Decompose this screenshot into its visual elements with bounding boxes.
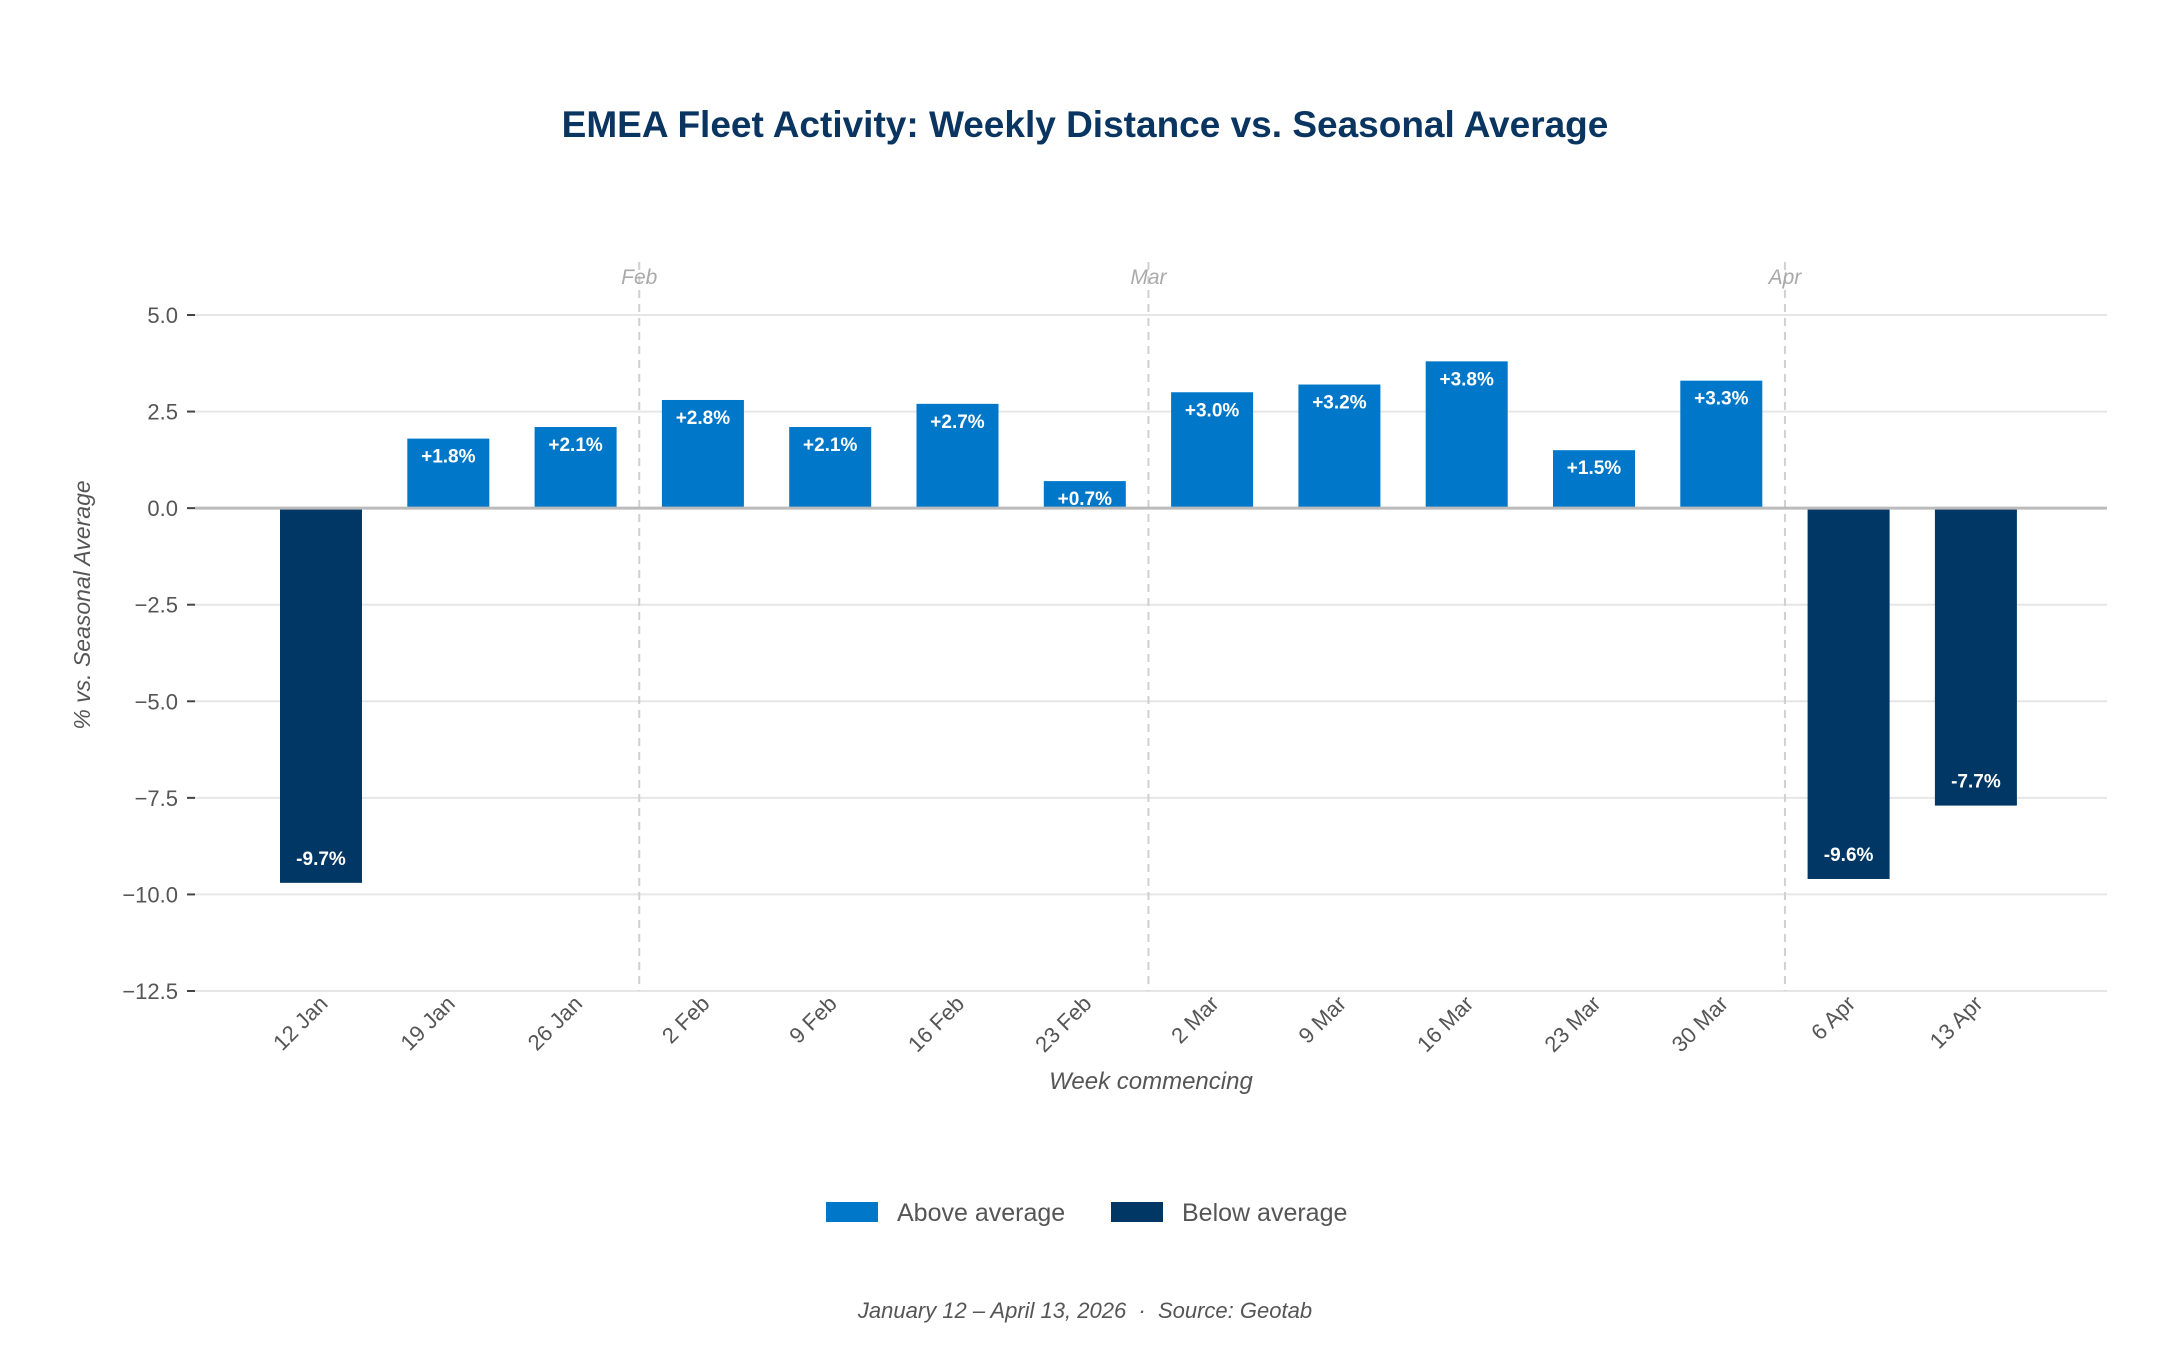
bar [1807,508,1890,879]
legend-swatch-above [826,1202,878,1222]
month-label: Mar [1130,266,1167,289]
chart-title: EMEA Fleet Activity: Weekly Distance vs.… [562,104,1609,145]
y-tick-label: −7.5 [135,786,178,811]
x-tick-label: 13 Apr [1925,991,1988,1054]
x-tick-label: 12 Jan [268,991,332,1055]
bar [534,427,617,509]
x-tick-label: 2 Feb [657,991,714,1048]
x-tick-label: 23 Feb [1030,991,1096,1057]
x-tick-label: 16 Mar [1412,991,1478,1057]
x-tick-label: 16 Feb [903,991,969,1057]
bar [1680,380,1763,509]
legend-label-above: Above average [897,1199,1065,1227]
data-label: +3.8% [1439,369,1494,390]
y-axis: 5.0 2.5 0.0 −2.5 −5.0 −7.5 −10.0 −12.5 [122,303,195,1004]
x-tick-label: 9 Feb [784,991,841,1048]
data-label: +3.3% [1694,389,1749,410]
data-label: +1.5% [1567,458,1622,479]
x-tick-label: 9 Mar [1293,991,1350,1048]
y-tick-label: 5.0 [147,303,178,328]
data-label: +0.7% [1058,489,1113,510]
footer-note: January 12 – April 13, 2026 · Source: Ge… [857,1298,1312,1323]
month-label: Apr [1767,266,1803,289]
bar [789,427,872,509]
month-markers: Feb Mar Apr [621,262,1802,991]
x-axis: 12 Jan 19 Jan 26 Jan 2 Feb 9 Feb 16 Feb 23 Feb… [268,991,1987,1057]
data-label: +1.8% [421,447,476,468]
x-axis-title: Week commencing [1049,1068,1253,1095]
x-tick-label: 19 Jan [395,991,459,1055]
data-label: -9.7% [296,849,346,870]
y-tick-label: 0.0 [147,496,178,521]
x-tick-label: 2 Mar [1166,991,1223,1048]
x-tick-label: 30 Mar [1667,991,1733,1057]
y-tick-label: 2.5 [147,400,178,425]
y-tick-label: −10.0 [122,882,178,907]
bar [280,508,362,883]
x-tick-label: 26 Jan [523,991,587,1055]
y-tick-label: −12.5 [122,979,178,1004]
legend-label-below: Below average [1182,1199,1347,1227]
x-tick-label: 6 Apr [1806,991,1860,1045]
data-label: -9.6% [1824,845,1874,866]
data-label: +2.8% [676,408,731,429]
data-label: -7.7% [1951,772,2001,793]
bar [661,399,744,509]
bars: -9.7% +1.8% +2.1% +2.8% +2.1% +2.7% +0.7% +3.0%… [195,361,2107,883]
bar [1043,481,1126,509]
legend-swatch-below [1111,1202,1163,1222]
legend: Above average Below average [826,1199,1347,1227]
data-label: +3.2% [1312,393,1367,414]
bar [1934,508,2017,806]
data-label: +3.0% [1185,400,1240,421]
y-tick-label: −5.0 [135,689,178,714]
bar [1425,361,1508,509]
bar [1171,392,1254,509]
data-label: +2.1% [548,435,603,456]
bar [407,438,490,509]
bar [916,403,999,509]
x-tick-label: 23 Mar [1539,991,1605,1057]
data-label: +2.1% [803,435,858,456]
y-axis-title: % vs. Seasonal Average [69,480,95,729]
bar [1553,450,1635,509]
data-label: +2.7% [930,412,985,433]
y-tick-label: −2.5 [135,593,178,618]
gridlines [195,314,2107,992]
bar [1298,384,1381,509]
month-label: Feb [621,266,658,289]
